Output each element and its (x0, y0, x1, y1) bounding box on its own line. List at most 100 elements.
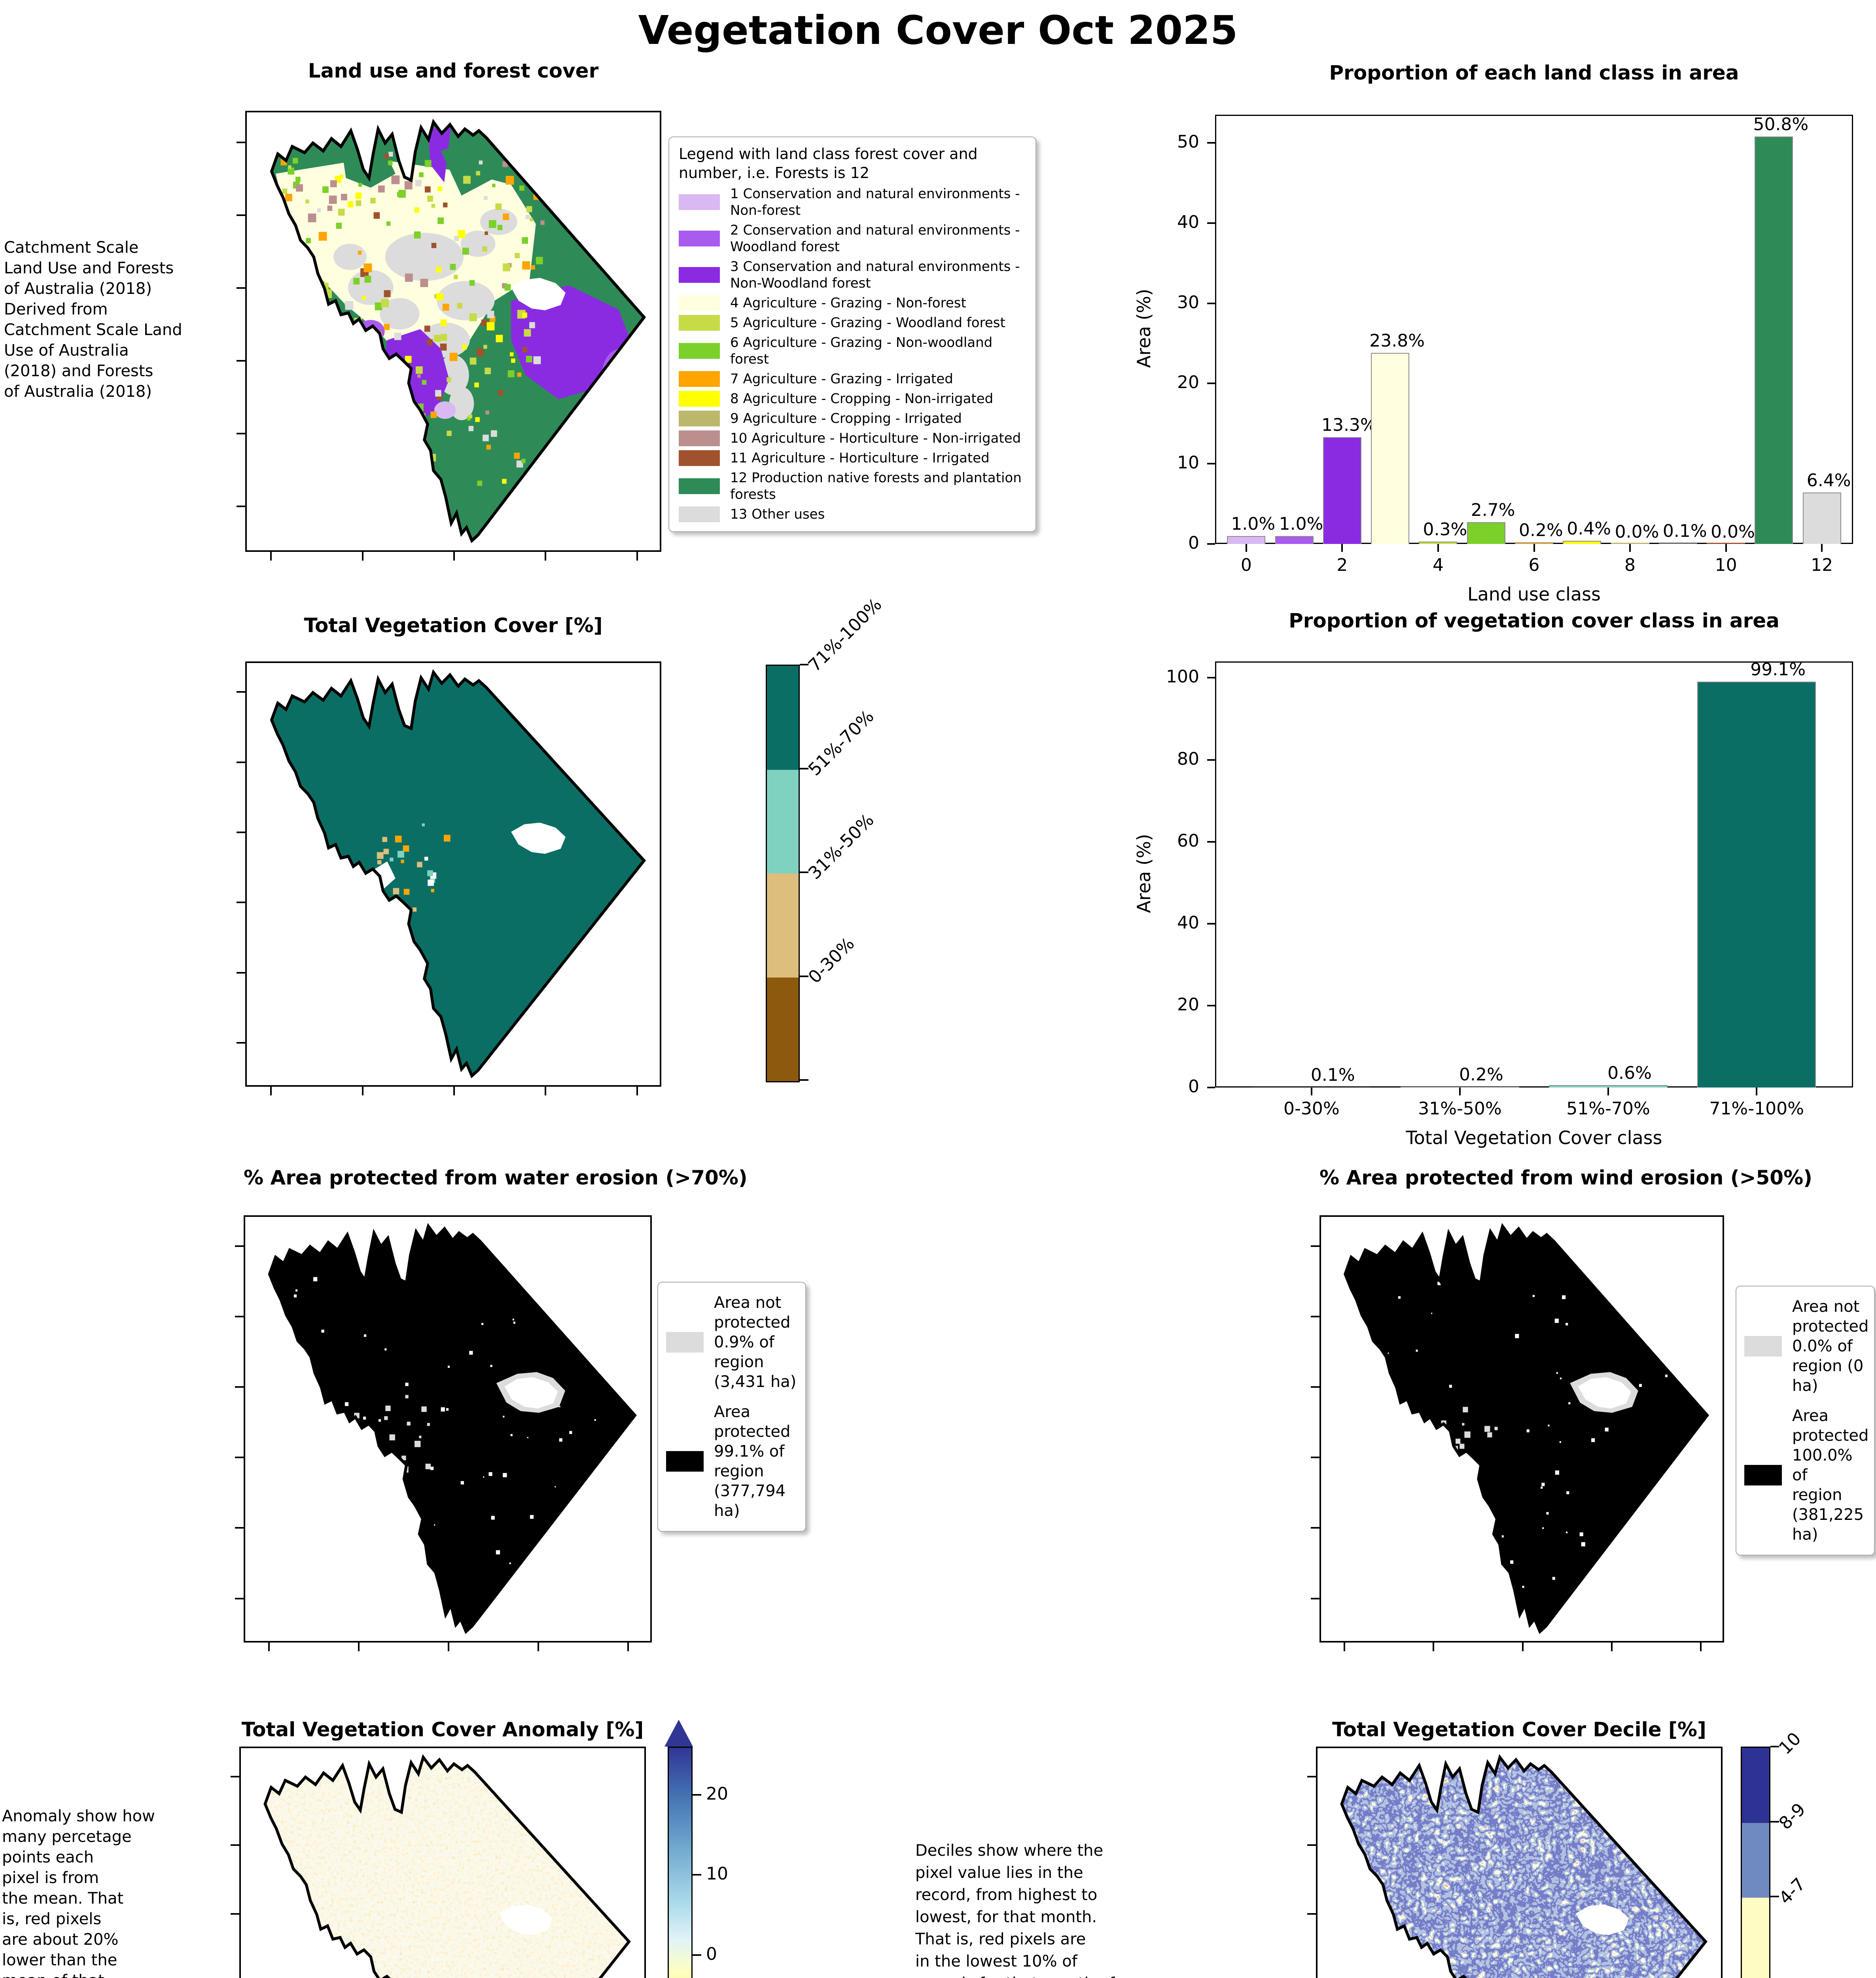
x-ticklabel: 6 (1528, 555, 1540, 575)
map-xtick (636, 1087, 638, 1095)
colorbar-label: 10 (1775, 1728, 1805, 1759)
map-xtick (270, 552, 272, 561)
decile-colorbar-bar (1741, 1747, 1770, 1978)
x-ticklabel: 12 (1811, 555, 1833, 575)
anomaly-colorbar-bar (668, 1747, 693, 1978)
x-tickmark (1459, 1088, 1461, 1095)
anomaly-caption: Anomaly show how many percetage points e… (2, 1807, 155, 1978)
legend-item: Area protected 100.0% of region (381,225… (1744, 1406, 1869, 1544)
legend-label: 2 Conservation and natural environments … (730, 222, 1020, 255)
bar (1400, 1086, 1519, 1088)
x-axis-label: Land use class (1467, 584, 1601, 605)
colorbar-tick (693, 1874, 701, 1876)
legend-swatch (679, 295, 720, 311)
legend-item: 1 Conservation and natural environments … (679, 186, 1026, 219)
map-xtick (627, 1643, 629, 1651)
legend-item: Area not protected 0.0% of region (0 ha) (1744, 1297, 1868, 1396)
legend-label: 3 Conservation and natural environments … (730, 259, 1020, 291)
map-ytick (237, 360, 245, 362)
x-ticklabel: 8 (1624, 555, 1636, 575)
decile-map-title: Total Vegetation Cover Decile [%] (1332, 1718, 1706, 1741)
map-ytick (235, 1457, 244, 1459)
legend-swatch (1744, 1465, 1782, 1485)
bar (1563, 540, 1602, 544)
y-ticklabel: 0 (1188, 1076, 1199, 1097)
map-ytick (231, 1775, 239, 1777)
bar-value-label: 50.8% (1753, 114, 1809, 135)
bar (1275, 536, 1314, 544)
legend-label: Area protected 100.0% of region (381,225… (1792, 1407, 1869, 1544)
page-title: Vegetation Cover Oct 2025 (638, 7, 1238, 53)
y-tickmark (1207, 142, 1215, 144)
x-tickmark (1437, 544, 1439, 552)
y-ticklabel: 80 (1177, 748, 1199, 769)
vegcover-map-title: Total Vegetation Cover [%] (304, 614, 603, 637)
map-xtick (636, 552, 638, 561)
colorbar-tick (1770, 1896, 1779, 1898)
bar-value-label: 0.2% (1459, 1064, 1503, 1085)
decile-map (1316, 1747, 1723, 1978)
map-ytick (235, 1386, 244, 1388)
bar (1419, 541, 1458, 544)
legend-label: 6 Agriculture - Grazing - Non-woodland f… (730, 335, 993, 367)
bar (1514, 542, 1553, 544)
colorbar-ticklabel: 20 (706, 1783, 728, 1804)
map-ytick (235, 1315, 244, 1317)
y-tickmark (1207, 302, 1215, 304)
legend-item: Area protected 99.1% of region (377,794 … (666, 1402, 797, 1521)
map-ytick (237, 972, 245, 974)
map-xtick (453, 552, 455, 561)
bar (1467, 522, 1505, 544)
map-xtick (538, 1643, 540, 1651)
x-ticklabel: 71%-100% (1709, 1099, 1804, 1119)
bar-value-label: 0.6% (1607, 1063, 1652, 1083)
legend-item: Area not protected 0.9% of region (3,431… (666, 1293, 797, 1392)
legend-item: 11 Agriculture - Horticulture - Irrigate… (679, 450, 1026, 466)
map-ytick (1311, 1597, 1319, 1599)
map-ytick (237, 691, 245, 693)
map-xtick (1344, 1643, 1346, 1651)
colorbar-segment (767, 977, 799, 1081)
colorbar-label: 31%-50% (804, 810, 878, 884)
anomaly-map (239, 1747, 646, 1978)
x-tickmark (1533, 544, 1535, 552)
legend-item: 2 Conservation and natural environments … (679, 222, 1026, 255)
x-tickmark (1245, 544, 1247, 552)
bar-value-label: 1.0% (1279, 513, 1323, 534)
legend-label: 8 Agriculture - Cropping - Non-irrigated (730, 391, 994, 407)
colorbar-ticklabel: 0 (706, 1944, 717, 1964)
wind-erosion-map (1319, 1215, 1724, 1643)
y-tickmark (1207, 677, 1215, 679)
legend-swatch (679, 450, 720, 466)
legend-swatch (679, 194, 720, 210)
y-ticklabel: 30 (1177, 292, 1199, 313)
colorbar-segment (1742, 1748, 1769, 1823)
bar (1549, 1085, 1668, 1088)
map-xtick (1522, 1643, 1524, 1651)
legend-swatch (679, 506, 720, 522)
colorbar-label: 8-9 (1775, 1799, 1810, 1834)
legend-label: 1 Conservation and natural environments … (730, 186, 1020, 218)
legend-swatch (679, 231, 720, 246)
bar-value-label: 0.2% (1519, 520, 1563, 540)
map-xtick (545, 1087, 547, 1095)
bar (1323, 437, 1361, 544)
map-ytick (237, 902, 245, 904)
y-tickmark (1207, 463, 1215, 465)
y-ticklabel: 60 (1177, 830, 1199, 851)
colorbar-segment (767, 769, 799, 873)
water-erosion-map (244, 1215, 652, 1643)
colorbar-segment (767, 666, 799, 770)
legend-swatch (679, 371, 720, 387)
map-ytick (235, 1527, 244, 1529)
colorbar-ticklabel: 10 (706, 1864, 728, 1884)
map-ytick (237, 287, 245, 289)
x-tickmark (1725, 544, 1727, 552)
map-xtick (362, 1087, 363, 1095)
colorbar-tick (693, 1794, 701, 1796)
map-xtick (362, 552, 363, 561)
bar-value-label: 0.0% (1615, 522, 1659, 542)
y-tickmark (1207, 1087, 1215, 1088)
map-ytick (1307, 1844, 1316, 1846)
